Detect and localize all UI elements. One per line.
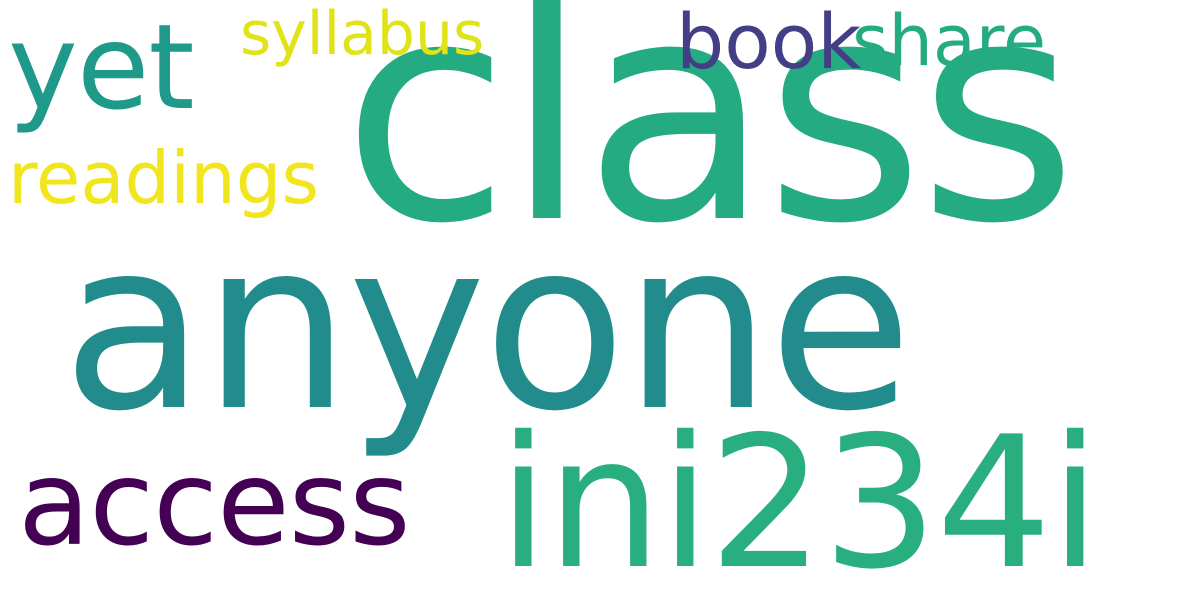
word-class: class [342,0,1078,291]
word-yet: yet [8,0,195,136]
word-access: access [18,434,411,572]
word-readings: readings [8,136,319,220]
word-anyone: anyone [62,191,913,463]
word-ini234i: ini234i [498,397,1100,600]
word-book: book [676,0,862,86]
word-share: share [852,0,1047,82]
word-syllabus: syllabus [240,0,485,69]
